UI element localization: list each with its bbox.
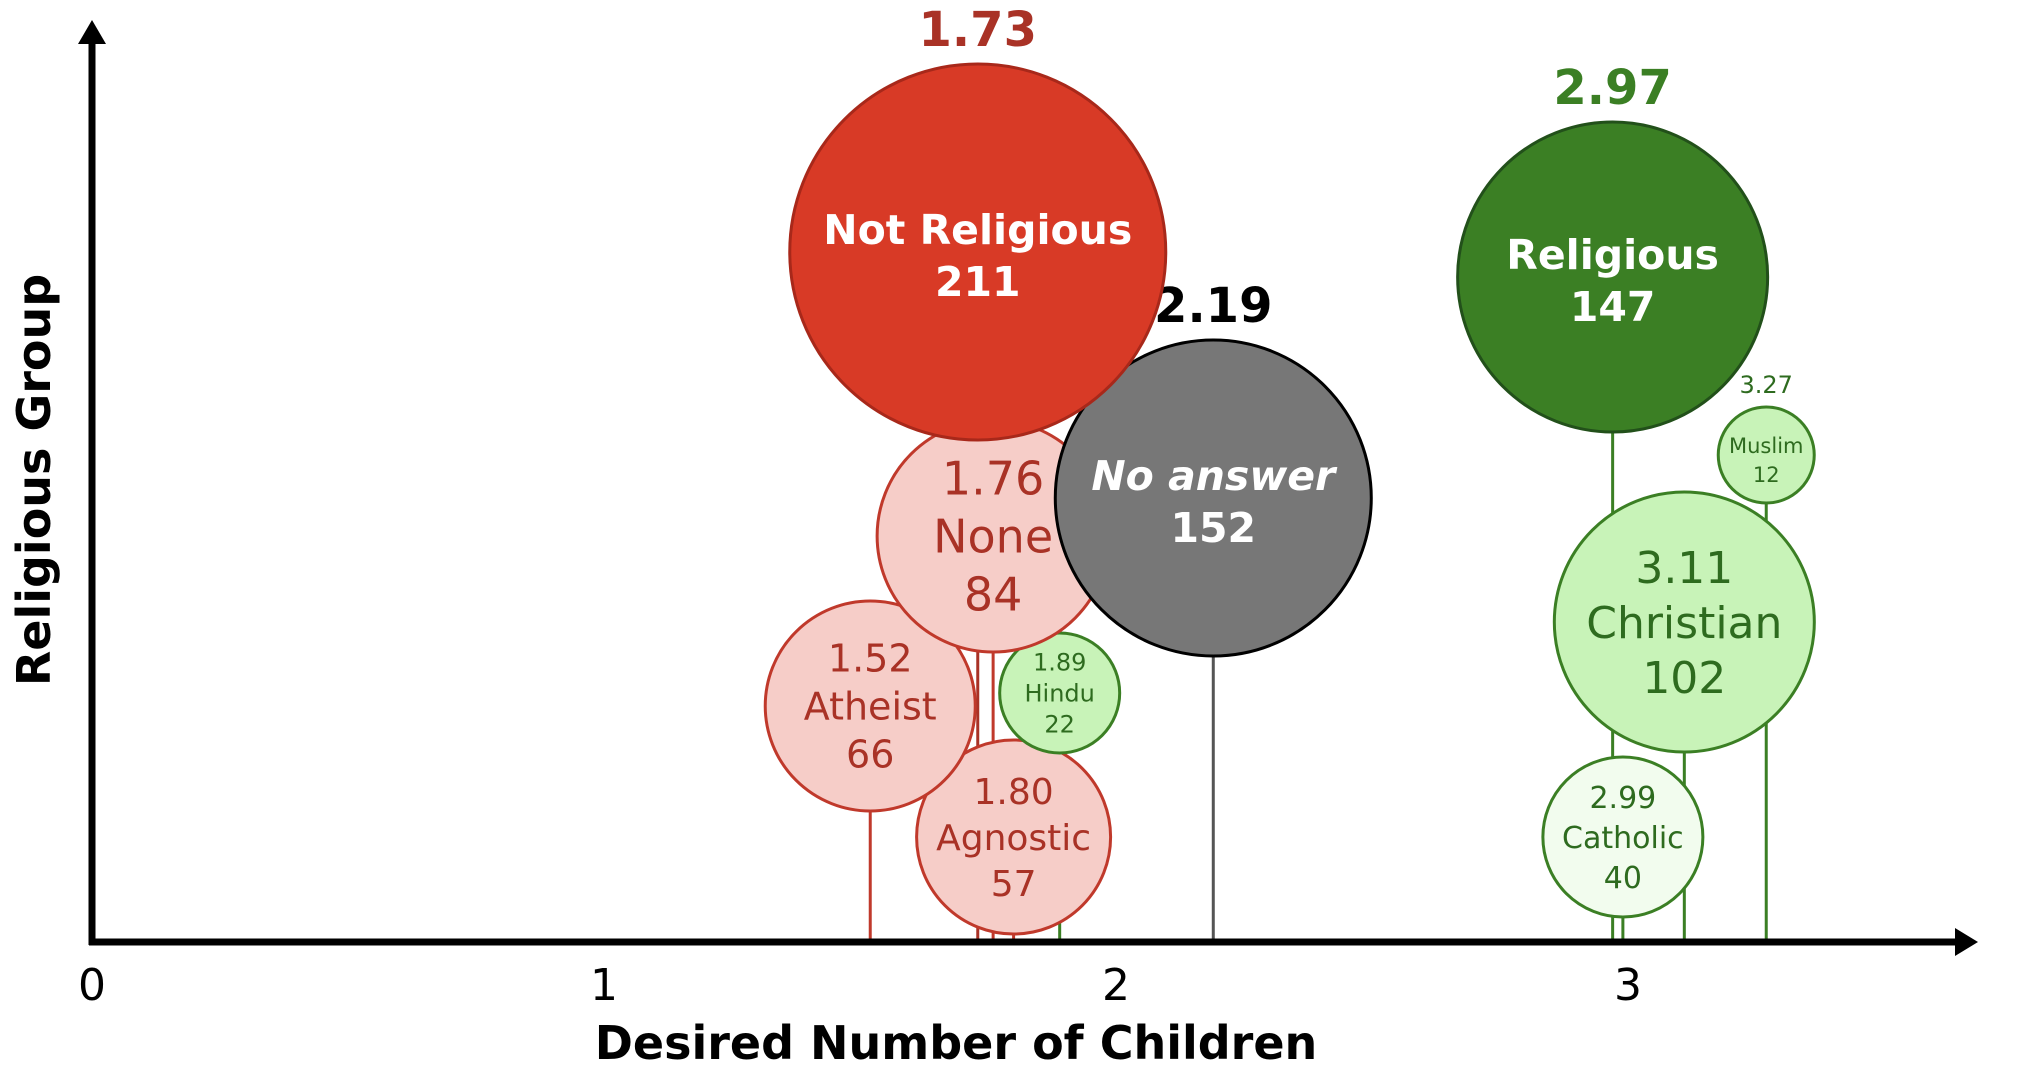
christian-count-label: 102 (1642, 653, 1726, 704)
catholic-value-label: 2.99 (1589, 781, 1656, 816)
atheist-name-label: Atheist (804, 685, 937, 729)
no-answer-count-label: 152 (1170, 504, 1256, 552)
religious-name-label: Religious (1506, 231, 1719, 279)
agnostic-circle (915, 738, 1113, 936)
religious-count-label: 147 (1570, 283, 1656, 331)
christian-circle (1552, 490, 1816, 754)
atheist-count-label: 66 (846, 733, 894, 777)
no-answer-name-label: No answer (1091, 452, 1338, 500)
hindu-count-label: 22 (1044, 711, 1075, 739)
christian-value-label: 3.11 (1635, 543, 1733, 594)
catholic-name-label: Catholic (1562, 821, 1684, 856)
muslim-circle (1716, 405, 1816, 505)
agnostic-bubble: 1.80 Agnostic 57 (915, 738, 1113, 936)
hindu-bubble: 1.89 Hindu 22 (998, 631, 1122, 755)
x-tick-label: 0 (78, 960, 106, 1011)
bubbles-layer: 1.80Agnostic571.52Atheist661.89Hindu221.… (763, 2, 1816, 936)
agnostic-count-label: 57 (991, 864, 1037, 905)
x-tick-label: 2 (1102, 960, 1130, 1011)
atheist-value-label: 1.52 (828, 637, 913, 681)
not-religious-name-label: Not Religious (823, 206, 1132, 254)
x-axis-label: Desired Number of Children (595, 1016, 1318, 1070)
religious-value-label: 2.97 (1553, 60, 1671, 116)
x-tick-label: 3 (1614, 960, 1642, 1011)
muslim-name-label: Muslim (1729, 434, 1804, 458)
hindu-value-label: 1.89 (1033, 649, 1086, 677)
none-value-label: 1.76 (942, 452, 1044, 506)
none-count-label: 84 (964, 568, 1023, 622)
not-religious-circle (788, 62, 1168, 442)
hindu-circle (998, 631, 1122, 755)
muslim-count-label: 12 (1753, 463, 1780, 487)
no-answer-circle (1053, 338, 1373, 658)
catholic-count-label: 40 (1604, 861, 1642, 896)
y-axis-arrowhead (78, 20, 106, 44)
muslim-value-label: 3.27 (1740, 371, 1793, 399)
christian-name-label: Christian (1586, 598, 1782, 649)
religious-circle (1456, 120, 1770, 434)
muslim-bubble: 3.27 Muslim 12 (1716, 371, 1816, 505)
not-religious-count-label: 211 (935, 258, 1021, 306)
no-answer-value-label: 2.19 (1154, 278, 1272, 334)
agnostic-value-label: 1.80 (974, 772, 1054, 813)
atheist-circle (763, 599, 977, 813)
none-name-label: None (933, 510, 1053, 564)
not-religious-value-label: 1.73 (919, 2, 1037, 58)
agnostic-name-label: Agnostic (936, 818, 1091, 859)
hindu-name-label: Hindu (1024, 680, 1094, 708)
y-axis-label: Religious Group (7, 274, 61, 686)
x-tick-labels: 0 1 2 3 (78, 960, 1642, 1011)
catholic-circle (1541, 755, 1705, 919)
catholic-bubble: 2.99 Catholic 40 (1541, 755, 1705, 919)
x-axis-arrowhead (1955, 928, 1978, 956)
x-tick-label: 1 (590, 960, 618, 1011)
